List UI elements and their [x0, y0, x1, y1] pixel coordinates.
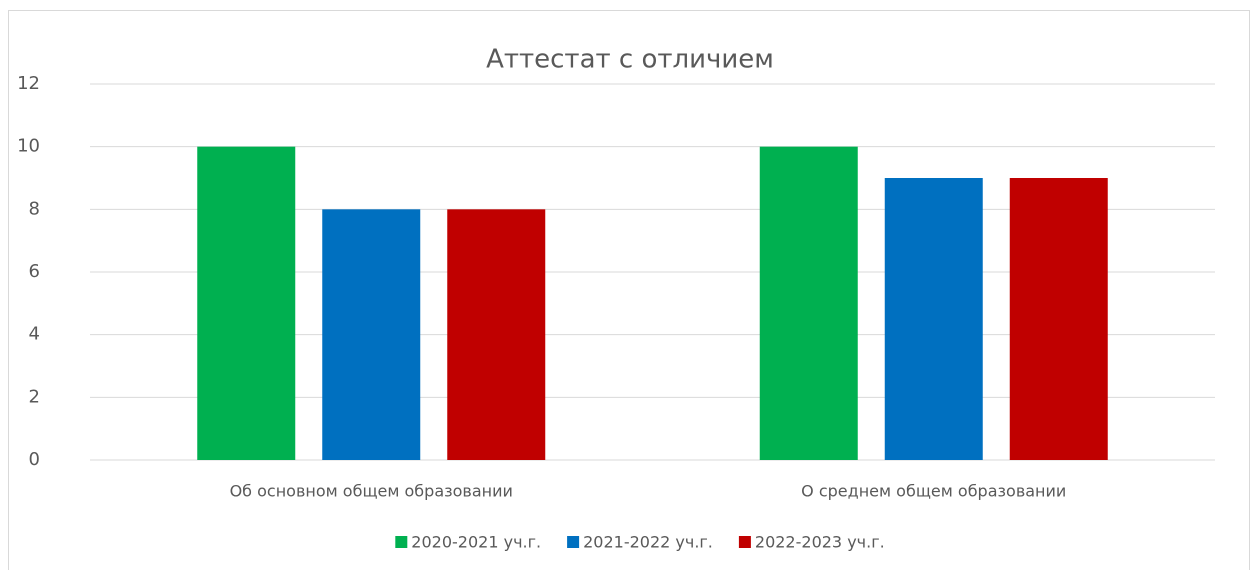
- x-tick-label: О среднем общем образовании: [801, 482, 1066, 501]
- bar: [322, 209, 421, 460]
- legend-label: 2022-2023 уч.г.: [755, 533, 885, 552]
- y-tick-label: 0: [29, 449, 40, 470]
- y-tick-label: 12: [17, 73, 40, 94]
- legend-label: 2020-2021 уч.г.: [411, 533, 541, 552]
- y-tick-label: 4: [29, 324, 40, 345]
- bar: [759, 146, 858, 460]
- legend-swatch: [395, 536, 408, 548]
- y-tick-label: 6: [29, 261, 40, 282]
- chart-title: Аттестат с отличием: [486, 45, 774, 75]
- y-tick-label: 10: [17, 136, 40, 157]
- legend-swatch: [567, 536, 580, 548]
- bar: [447, 209, 546, 460]
- bar: [884, 178, 983, 460]
- bar: [197, 146, 296, 460]
- legend-label: 2021-2022 уч.г.: [583, 533, 713, 552]
- y-tick-label: 8: [29, 198, 40, 219]
- x-tick-label: Об основном общем образовании: [230, 482, 513, 501]
- legend-swatch: [738, 536, 751, 548]
- y-tick-label: 2: [29, 386, 40, 407]
- bar: [1009, 178, 1108, 460]
